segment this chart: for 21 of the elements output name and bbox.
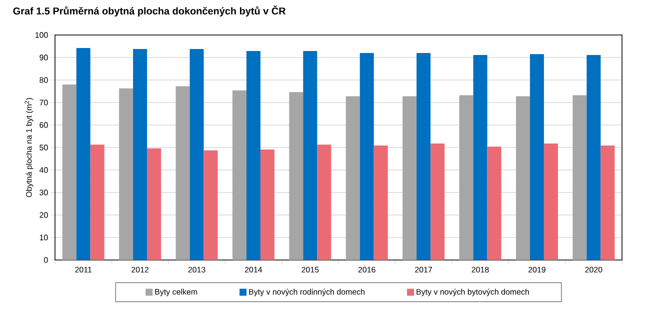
bar	[90, 144, 104, 260]
bar	[260, 150, 274, 260]
bar	[416, 52, 431, 260]
bar	[317, 144, 332, 260]
bar	[600, 145, 615, 260]
bar	[147, 148, 162, 260]
bar	[204, 150, 218, 260]
bar	[133, 48, 148, 260]
bar	[246, 50, 260, 260]
bar	[473, 55, 488, 260]
bar	[544, 143, 558, 260]
bar	[76, 48, 90, 260]
bar	[360, 52, 374, 260]
bar	[303, 50, 318, 260]
chart-title: Graf 1.5 Průměrná obytná plocha dokončených bytů v ČR	[13, 5, 286, 16]
bar	[586, 55, 601, 260]
bar	[530, 54, 544, 260]
bar	[374, 145, 388, 260]
bar	[190, 48, 204, 260]
bar	[430, 143, 445, 260]
bar	[487, 146, 502, 260]
